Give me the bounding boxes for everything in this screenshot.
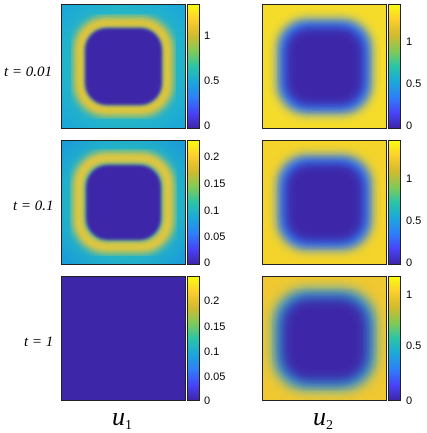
tick-label: 0.5 — [406, 215, 422, 227]
heatmap-u2-t-1 — [263, 277, 386, 400]
tick-label: 0.2 — [204, 295, 220, 307]
tick-label: 0.1 — [204, 205, 220, 217]
heatmap-u1-t-0-01 — [62, 5, 185, 128]
tick-label: 0.5 — [406, 78, 422, 90]
tick-label: 0 — [204, 257, 211, 269]
colorbar-u1-t-0-1 — [187, 140, 200, 265]
tick-label: 0.5 — [204, 75, 220, 87]
colorbar-u2-t-1 — [388, 276, 401, 401]
tick-label: 0.2 — [204, 151, 220, 163]
tick-label: 0 — [204, 395, 211, 407]
panel-u1-t-0-01 — [61, 4, 186, 129]
tick-label: 0.1 — [204, 346, 220, 358]
colorbar-u1-t-0-01 — [187, 4, 200, 129]
panel-u2-t-1 — [262, 276, 387, 401]
tick-label: 1 — [406, 173, 413, 185]
heatmap-u2-t-0-01 — [263, 5, 386, 128]
tick-label: 0.05 — [204, 371, 226, 383]
row-label-t-1: t = 1 — [24, 334, 54, 350]
column-label-u2: u2 — [313, 402, 333, 433]
panel-u1-t-1 — [61, 276, 186, 401]
tick-label: 1 — [204, 30, 211, 42]
heatmap-u1-t-0-1 — [62, 141, 185, 264]
panel-u2-t-0-01 — [262, 4, 387, 129]
column-label-u1: u1 — [112, 402, 132, 433]
tick-label: 0 — [204, 120, 211, 132]
panel-u2-t-0-1 — [262, 140, 387, 265]
colorbar-u1-t-1 — [187, 276, 200, 401]
tick-label: 0.05 — [204, 231, 226, 243]
tick-label: 0.15 — [204, 178, 226, 190]
tick-label: 0.15 — [204, 321, 226, 333]
tick-label: 0.5 — [406, 340, 422, 352]
tick-label: 0 — [406, 120, 413, 132]
tick-label: 0 — [406, 257, 413, 269]
heatmap-u2-t-0-1 — [263, 141, 386, 264]
tick-label: 1 — [406, 36, 413, 48]
colorbar-u2-t-0-01 — [388, 4, 401, 129]
panel-u1-t-0-1 — [61, 140, 186, 265]
tick-label: 0 — [406, 395, 413, 407]
colorbar-u2-t-0-1 — [388, 140, 401, 265]
row-label-t-0-01: t = 0.01 — [4, 64, 53, 80]
tick-label: 1 — [406, 289, 413, 301]
row-label-t-0-1: t = 0.1 — [13, 198, 54, 214]
heatmap-u1-t-1 — [62, 277, 185, 400]
